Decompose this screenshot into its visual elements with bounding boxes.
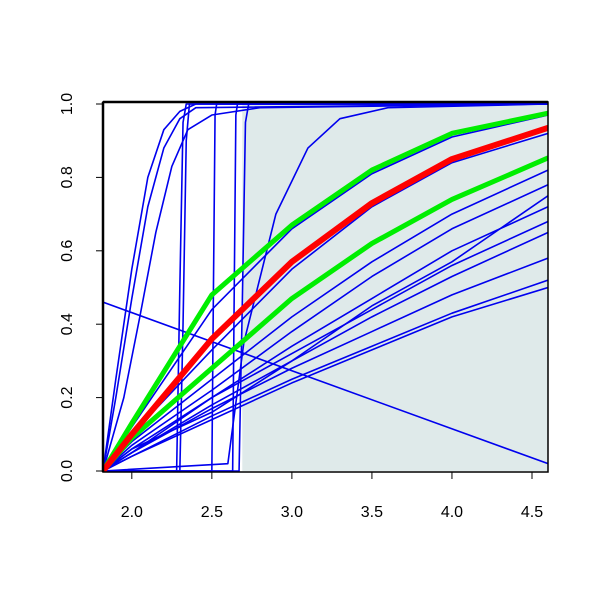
series-line: [103, 124, 548, 472]
series-line: [103, 103, 548, 472]
series-line: [103, 103, 548, 472]
series-line: [103, 110, 548, 472]
series-line: [103, 103, 548, 472]
y-tick-label: 0.4: [59, 313, 76, 335]
series-line: [103, 194, 548, 472]
series-line: [103, 103, 548, 472]
y-tick-label: 1.0: [59, 93, 76, 115]
series-line: [103, 301, 548, 465]
series-line: [103, 286, 548, 472]
series-line: [103, 103, 548, 472]
y-tick-label: 0.0: [59, 460, 76, 482]
x-tick-label: 3.0: [281, 504, 303, 521]
x-tick-label: 4.5: [521, 504, 543, 521]
shaded-region: [242, 104, 549, 471]
x-tick-label: 2.5: [201, 504, 223, 521]
lines-layer: [103, 103, 548, 472]
x-tick-label: 4.0: [441, 504, 463, 521]
y-tick-label: 0.6: [59, 240, 76, 262]
y-tick-label: 0.8: [59, 166, 76, 188]
axes-layer: 2.0 2.5 3.0 3.5 4.0 4.5 0.0 0.2 0.4 0.6 0.8 1.0: [59, 93, 549, 521]
shaded-layer: [242, 104, 549, 471]
y-tick-label: 0.2: [59, 386, 76, 408]
series-line: [103, 220, 548, 472]
x-tick-label: 2.0: [121, 504, 143, 521]
x-tick-label: 3.5: [361, 504, 383, 521]
series-line: [103, 183, 548, 472]
